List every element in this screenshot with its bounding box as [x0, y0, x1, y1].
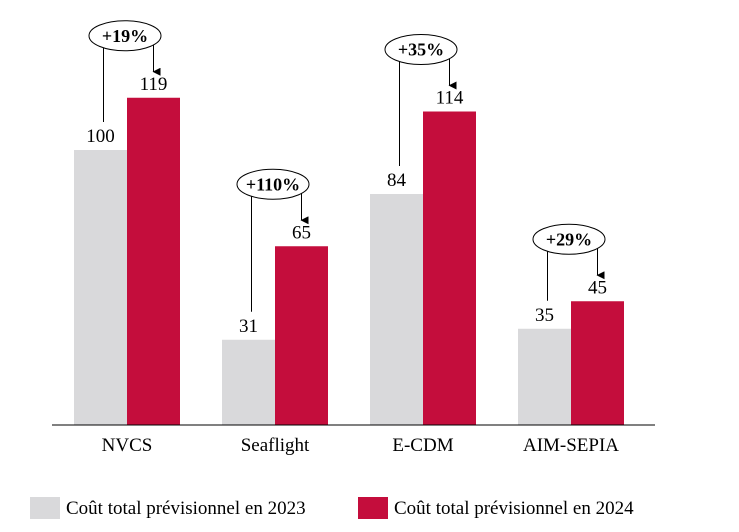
category-label-seaflight: Seaflight: [241, 435, 310, 456]
value-label-2024-nvcs: 119: [140, 74, 168, 95]
value-label-2023-aim-sepia: 35: [535, 305, 554, 326]
legend: Coût total prévisionnel en 2023 Coût tota…: [30, 497, 634, 519]
change-badge-nvcs: [88, 20, 162, 52]
change-connector-nvcs: [89, 35, 104, 122]
value-label-2024-e-cdm: 114: [436, 88, 464, 109]
bar-2024-seaflight: [275, 246, 328, 425]
bar-2023-e-cdm: [370, 194, 423, 425]
legend-label-2024: Coût total prévisionnel en 2024: [394, 498, 634, 519]
annotations-layer: +19% +110% +35% +29%: [88, 20, 606, 312]
change-label-e-cdm: +35%: [398, 40, 444, 60]
change-badge-aim-sepia: [532, 223, 606, 255]
category-label-e-cdm: E-CDM: [392, 435, 453, 456]
change-badge-e-cdm: [384, 34, 458, 65]
category-label-aim-sepia: AIM-SEPIA: [523, 435, 619, 456]
value-label-2023-seaflight: 31: [239, 316, 258, 337]
change-label-nvcs: +19%: [102, 26, 148, 46]
bar-2023-aim-sepia: [518, 328, 571, 425]
bars-layer: [74, 97, 624, 425]
bar-2024-nvcs: [127, 97, 180, 425]
change-badge-seaflight: [236, 168, 310, 200]
change-connector-e-cdm: [385, 49, 400, 166]
value-label-2023-nvcs: 100: [86, 126, 115, 147]
value-label-2023-e-cdm: 84: [387, 170, 407, 191]
bar-2023-nvcs: [74, 150, 127, 425]
bar-2024-e-cdm: [423, 111, 476, 425]
category-label-nvcs: NVCS: [102, 435, 153, 456]
legend-label-2023: Coût total prévisionnel en 2023: [66, 498, 306, 519]
value-label-2024-aim-sepia: 45: [588, 277, 607, 298]
change-label-aim-sepia: +29%: [546, 229, 592, 249]
legend-swatch-2023: [30, 497, 60, 519]
legend-swatch-2024: [358, 497, 388, 519]
change-label-seaflight: +110%: [246, 174, 300, 194]
bar-2023-seaflight: [222, 339, 275, 425]
value-label-2024-seaflight: 65: [292, 222, 311, 243]
labels-layer: 100 119 NVCS 31 65 Seaflight 84 114 E-CDM 35 45 AIM…: [86, 74, 619, 456]
change-connector-seaflight: [237, 183, 252, 312]
bar-2024-aim-sepia: [571, 301, 624, 425]
